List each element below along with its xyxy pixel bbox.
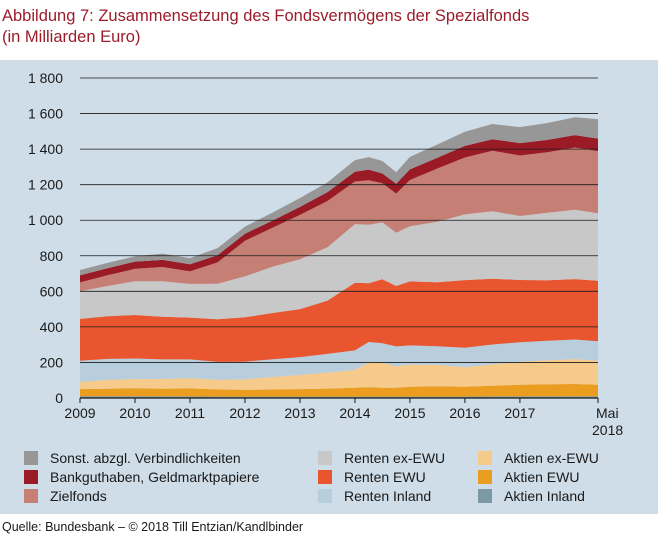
legend-swatch-renten-inland	[318, 489, 332, 503]
chart-subtitle: (in Milliarden Euro)	[2, 28, 141, 46]
chart-title: Abbildung 7: Zusammensetzung des Fondsve…	[2, 7, 530, 25]
legend-label-renten-ewu: Renten EWU	[344, 469, 426, 485]
source-note: Quelle: Bundesbank – © 2018 Till Entzian…	[2, 520, 304, 534]
legend-swatch-bankguthaben-geldmarktpapiere	[24, 470, 38, 484]
x-tick-label-2009: 2009	[64, 405, 95, 421]
y-tick-label-1200: 1 200	[28, 177, 63, 193]
y-tick-label-1000: 1 000	[28, 212, 63, 228]
y-tick-label-800: 800	[40, 248, 64, 264]
y-tick-label-1800: 1 800	[28, 70, 63, 86]
area-series-sonst-abzgl-verbindlichkeiten	[80, 117, 598, 276]
x-tick-label-Mai: Mai	[596, 405, 619, 421]
y-tick-label-400: 400	[40, 319, 64, 335]
legend-item-renten-ex-ewu: Renten ex-EWU	[318, 448, 445, 468]
area-series-aktien-ewu	[80, 384, 598, 397]
y-tick-labels: 0 200 400 600 800 1 000 1 200 1 400 1 600 1 800	[28, 70, 63, 406]
chart-legend: Sonst. abzgl. Verbindlichkeiten Bankgutha…	[0, 448, 658, 510]
x-tick-label2-2018: 2018	[592, 422, 623, 438]
area-series-renten-inland	[80, 339, 598, 382]
gridlines	[80, 77, 598, 363]
y-tick-label-600: 600	[40, 283, 64, 299]
chart-title-block: Abbildung 7: Zusammensetzung des Fondsve…	[0, 6, 658, 48]
legend-item-aktien-ewu: Aktien EWU	[478, 467, 579, 487]
legend-swatch-zielfonds	[24, 489, 38, 503]
x-tick-label-2011: 2011	[175, 405, 205, 421]
x-tick-label-2013: 2013	[284, 405, 315, 421]
y-tick-label-0: 0	[55, 390, 63, 406]
legend-swatch-renten-ex-ewu	[318, 451, 332, 465]
chart-plot: 0 200 400 600 800 1 000 1 200 1 400 1 600 1 800 20…	[28, 70, 623, 438]
y-tick-label-1600: 1 600	[28, 106, 63, 122]
x-tick-label-2014: 2014	[339, 405, 370, 421]
legend-label-zielfonds: Zielfonds	[50, 488, 107, 504]
x-tick-label-2017: 2017	[504, 405, 535, 421]
legend-label-bankguthaben-geldmarktpapiere: Bankguthaben, Geldmarktpapiere	[50, 469, 260, 485]
area-series-aktien-ex-ewu	[80, 359, 598, 390]
legend-swatch-sonst-abzgl-verbindlichkeiten	[24, 451, 38, 465]
legend-label-aktien-ewu: Aktien EWU	[504, 469, 580, 485]
x-tick-label-2012: 2012	[229, 405, 260, 421]
legend-label-sonst-abzgl-verbindlichkeiten: Sonst. abzgl. Verbindlichkeiten	[50, 450, 241, 466]
legend-swatch-aktien-ewu	[478, 470, 492, 484]
legend-swatch-aktien-ex-ewu	[478, 451, 492, 465]
legend-item-aktien-inland: Aktien Inland	[478, 486, 585, 506]
x-tick-labels: 2009 2010 2011 2012 2013 2014 2015 2016 2017 Mai2…	[64, 398, 623, 438]
legend-item-renten-ewu: Renten EWU	[318, 467, 426, 487]
area-series-bankguthaben-geldmarktpapiere	[80, 135, 598, 283]
y-tick-label-1400: 1 400	[28, 141, 63, 157]
legend-label-aktien-inland: Aktien Inland	[504, 488, 585, 504]
area-series-zielfonds	[80, 147, 598, 292]
legend-label-renten-inland: Renten Inland	[344, 488, 432, 504]
area-series-renten-ewu	[80, 278, 598, 362]
legend-item-sonst-abzgl-verbindlichkeiten: Sonst. abzgl. Verbindlichkeiten	[24, 448, 241, 468]
legend-swatch-aktien-inland	[478, 489, 492, 503]
area-series-renten-ex-ewu	[80, 209, 598, 320]
legend-label-renten-ex-ewu: Renten ex-EWU	[344, 450, 446, 466]
legend-item-aktien-ex-ewu: Aktien ex-EWU	[478, 448, 599, 468]
x-tick-label-2016: 2016	[449, 405, 480, 421]
x-tick-label-2015: 2015	[394, 405, 425, 421]
y-tick-label-200: 200	[40, 354, 64, 370]
legend-item-bankguthaben-geldmarktpapiere: Bankguthaben, Geldmarktpapiere	[24, 467, 259, 487]
x-tick-label-2010: 2010	[119, 405, 150, 421]
legend-swatch-renten-ewu	[318, 470, 332, 484]
area-layers	[80, 117, 598, 398]
legend-label-aktien-ex-ewu: Aktien ex-EWU	[504, 450, 599, 466]
legend-item-zielfonds: Zielfonds	[24, 486, 107, 506]
legend-item-renten-inland: Renten Inland	[318, 486, 431, 506]
